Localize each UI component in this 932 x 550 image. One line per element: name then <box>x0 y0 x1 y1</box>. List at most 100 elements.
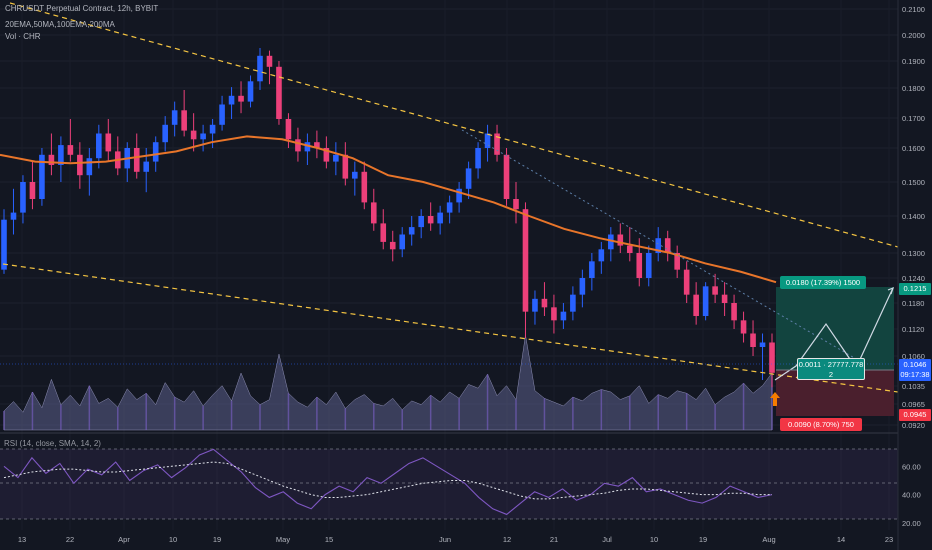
chart-title: CHRUSDT Perpetual Contract, 12h, BYBIT <box>5 4 159 13</box>
candle-body <box>380 223 387 242</box>
candle-body <box>408 227 415 235</box>
candle-body <box>162 124 168 143</box>
candlestick-series <box>1 48 775 388</box>
projection-path <box>774 287 894 381</box>
entry-arrow-icon <box>770 392 780 406</box>
candle-body <box>361 171 368 203</box>
candle-body <box>228 95 235 105</box>
time-tick-label: 19 <box>699 535 707 544</box>
candle-body <box>238 95 244 102</box>
candle-body <box>200 133 206 140</box>
candle-body <box>323 148 330 162</box>
rsi-tick-label: 20.00 <box>902 519 921 528</box>
rsi-tick-label: 60.00 <box>902 462 921 471</box>
candle-body <box>731 303 737 321</box>
time-tick-label: 14 <box>837 535 845 544</box>
candle-body <box>295 139 301 152</box>
candle-body <box>740 320 747 334</box>
lower-trendline[interactable] <box>2 263 899 393</box>
last-price-label: 0.1046 09:17:38 <box>899 359 931 381</box>
candle-body <box>664 238 671 253</box>
candle-body <box>475 148 481 169</box>
price-tick-label: 0.1900 <box>902 57 925 66</box>
time-tick-label: 10 <box>650 535 658 544</box>
rsi-sma-line <box>3 461 772 500</box>
volume-histogram <box>3 334 773 431</box>
price-axis[interactable]: 0.2100 0.2000 0.1900 0.1800 0.1700 0.1600 0.15… <box>902 5 925 430</box>
candle-body <box>152 142 159 162</box>
countdown: 09:17:38 <box>900 370 930 379</box>
candle-body <box>352 171 358 179</box>
candle-body <box>702 286 709 316</box>
candle-body <box>721 294 728 303</box>
candle-body <box>1 219 7 270</box>
time-tick-label: Apr <box>118 535 130 544</box>
upper-trendline[interactable] <box>9 2 899 248</box>
candle-body <box>48 154 55 165</box>
candle-body <box>541 298 548 308</box>
candle-body <box>20 182 26 213</box>
candle-body <box>314 142 320 148</box>
candle-body <box>589 261 595 278</box>
candle-body <box>551 307 557 321</box>
candle-body <box>570 294 576 312</box>
price-tick-label: 0.1240 <box>902 274 925 283</box>
candle-body <box>750 333 756 347</box>
price-tick-label: 0.2000 <box>902 31 925 40</box>
rsi-axis[interactable]: 60.00 40.00 20.00 <box>902 462 921 528</box>
time-tick-label: 23 <box>885 535 893 544</box>
candle-body <box>190 130 197 140</box>
ma-legend[interactable]: 20EMA,50MA,100EMA,200MA <box>5 20 115 29</box>
price-tick-label: 0.1180 <box>902 299 924 308</box>
target-label[interactable]: 0.0180 (17.39%) 1500 <box>780 276 866 289</box>
tp-price-label: 0.1215 <box>899 283 931 295</box>
time-tick-label: Jun <box>439 535 451 544</box>
candle-body <box>617 234 624 246</box>
candle-body <box>522 209 529 312</box>
time-tick-label: 22 <box>66 535 74 544</box>
candle-body <box>759 342 766 347</box>
candle-body <box>427 216 434 224</box>
last-price-value: 0.1046 <box>903 360 927 369</box>
candle-body <box>579 278 586 295</box>
time-axis[interactable]: 13 22 Apr 10 19 May 15 Jun 12 21 Jul 10 19 Aug 14 23 <box>18 535 893 544</box>
volume-legend[interactable]: Vol · CHR <box>5 32 41 41</box>
time-tick-label: May <box>276 535 290 544</box>
price-tick-label: 0.1120 <box>902 325 924 334</box>
candle-body <box>636 253 643 278</box>
time-tick-label: 13 <box>18 535 26 544</box>
time-tick-label: 15 <box>325 535 333 544</box>
rsi-legend[interactable]: RSI (14, close, SMA, 14, 2) <box>4 439 101 448</box>
volume-area <box>3 334 773 431</box>
price-tick-label: 0.1060 <box>902 352 925 361</box>
candle-body <box>257 55 263 82</box>
stop-label[interactable]: 0.0090 (8.70%) 750 <box>780 418 862 431</box>
time-tick-label: Aug <box>762 535 775 544</box>
price-tick-label: 0.1035 <box>902 382 925 391</box>
candle-body <box>456 188 462 203</box>
candle-body <box>560 311 567 321</box>
candle-body <box>513 199 519 210</box>
moving-average-line <box>0 135 777 284</box>
price-tick-label: 0.1500 <box>902 178 925 187</box>
rsi-tick-label: 40.00 <box>902 491 921 500</box>
grid <box>0 8 898 426</box>
candle-body <box>10 212 17 220</box>
time-tick-label: 10 <box>169 535 177 544</box>
price-tick-label: 0.1400 <box>902 212 925 221</box>
candle-body <box>58 145 64 165</box>
candle-body <box>418 216 424 228</box>
candle-body <box>683 269 690 295</box>
candle-body <box>645 253 652 278</box>
candle-body <box>626 245 633 253</box>
entry-label[interactable]: 0.0011 · 27777.778 2 <box>797 358 865 380</box>
entry-label-line2: 2 <box>828 370 834 379</box>
candle-body <box>389 241 396 250</box>
arrow-icon <box>887 286 894 295</box>
candle-body <box>285 119 292 140</box>
time-tick-label: 19 <box>213 535 221 544</box>
time-tick-label: Jul <box>602 535 612 544</box>
candle-body <box>446 202 453 213</box>
candle-body <box>494 133 500 155</box>
